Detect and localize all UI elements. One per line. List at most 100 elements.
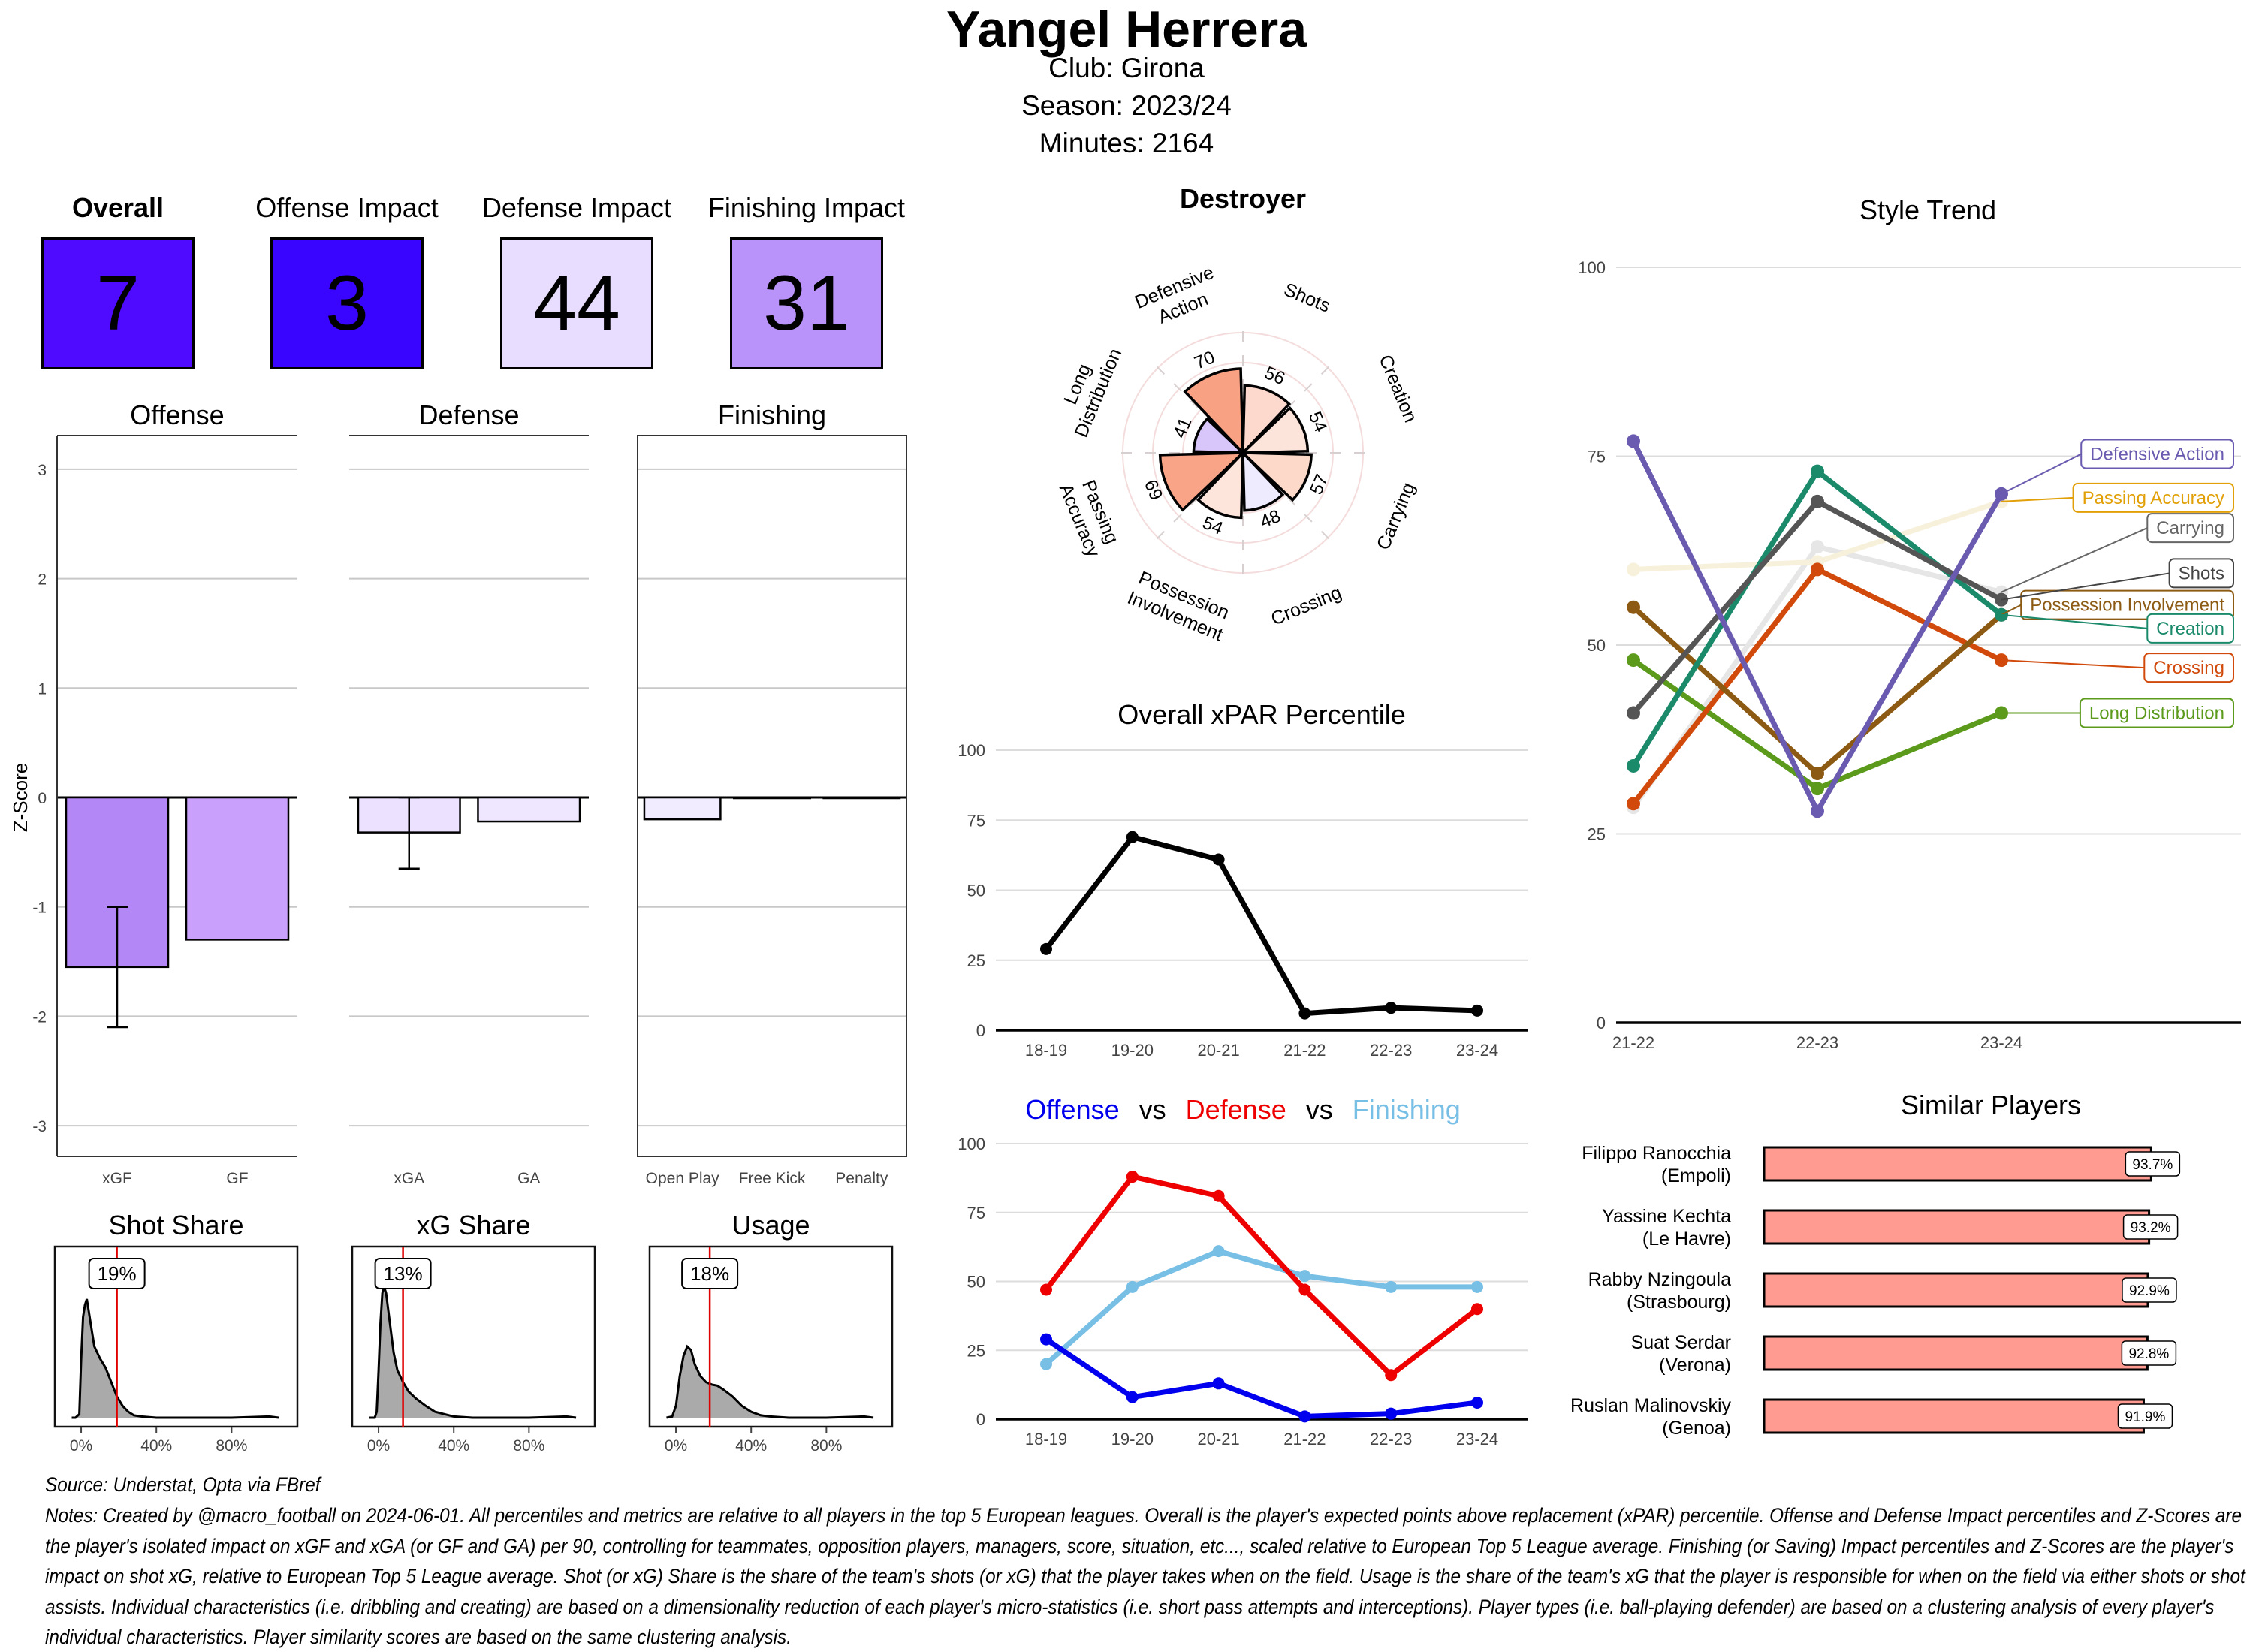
- y-tick-label: 50: [967, 1273, 985, 1292]
- panel-title: Offense: [130, 399, 224, 430]
- value-label-box: [681, 1258, 739, 1289]
- y-tick-label: 100: [958, 1135, 985, 1153]
- data-point: [1298, 1270, 1311, 1283]
- wedge-value-label: 54: [1304, 408, 1331, 435]
- label-connector: [2001, 613, 2148, 629]
- similarity-label-box: [2125, 1151, 2181, 1177]
- wedge-possession-involvement: [1196, 449, 1244, 520]
- series-label: Defensive Action: [2090, 444, 2224, 464]
- data-point: [1627, 653, 1640, 668]
- category-label: Carrying: [1373, 479, 1419, 553]
- wedge-value-label: 70: [1192, 347, 1218, 373]
- title-part: Defense: [1186, 1094, 1286, 1125]
- y-tick-label: 25: [967, 1341, 985, 1360]
- wedge-value-label: 41: [1169, 415, 1196, 441]
- y-tick-label: 75: [967, 1204, 985, 1222]
- data-point: [1627, 562, 1640, 577]
- x-tick-label: 23-24: [1456, 1430, 1498, 1449]
- data-point: [1212, 1245, 1225, 1258]
- x-tick-label: xGA: [394, 1170, 424, 1187]
- data-point: [1811, 767, 1824, 781]
- player-name: Yassine Kechta: [1602, 1206, 1731, 1227]
- wedge-creation: [1239, 406, 1310, 454]
- title-part: vs: [1306, 1094, 1333, 1125]
- spoke-line: [1148, 357, 1233, 443]
- x-tick-label: 80%: [513, 1437, 544, 1455]
- data-point: [1126, 1391, 1139, 1403]
- season-line: Season: 2023/24: [1021, 90, 1232, 121]
- zscore-chart: Z-Score Offense -3 -2 -1 0 1 2 3 xGF GF Defense xGA G…: [9, 399, 907, 1187]
- x-tick-label: 80%: [810, 1437, 842, 1455]
- data-point: [1811, 494, 1824, 508]
- data-point: [1627, 758, 1640, 773]
- data-point: [1212, 853, 1225, 866]
- similarity-label: 93.7%: [2132, 1157, 2173, 1173]
- notes-line: impact on shot xG, relative to European …: [45, 1565, 2245, 1587]
- data-point: [1298, 1283, 1311, 1296]
- data-point: [1627, 600, 1640, 614]
- wedge-long-distribution: [1192, 417, 1247, 454]
- category-label-line: Creation: [1374, 352, 1421, 426]
- notes-line: the player's isolated impact on xGF and …: [45, 1534, 2234, 1557]
- player-club: (Strasbourg): [1627, 1292, 1731, 1313]
- chart-title: Overall xPAR Percentile: [1117, 699, 1405, 730]
- series-line-creation: [1631, 469, 2004, 767]
- similarity-bar: [1763, 1272, 2149, 1308]
- density-panel: Shot Share 19% 0% 40% 80%: [53, 1210, 299, 1455]
- category-label: Shots: [1281, 279, 1334, 316]
- bar-open-play: [643, 796, 722, 821]
- data-point: [1298, 1007, 1311, 1020]
- x-tick-label: 19-20: [1111, 1041, 1154, 1060]
- data-point: [1811, 804, 1824, 818]
- density-area: [369, 1287, 576, 1418]
- zscore-panel-finishing: Finishing Open Play Free Kick Penalty: [637, 399, 907, 1187]
- impact-value-box: 44: [500, 237, 653, 369]
- y-tick-label: 2: [38, 571, 47, 589]
- similarity-bar: [1763, 1398, 2145, 1434]
- x-tick-label: 21-22: [1283, 1041, 1326, 1060]
- data-point: [1040, 942, 1052, 955]
- wedge-passing-accuracy: [1158, 451, 1247, 512]
- x-tick-label: 19-20: [1111, 1430, 1154, 1449]
- similar-player-row: Suat Serdar(Verona) 92.8%: [1631, 1332, 2177, 1376]
- bar-free-kick: [733, 796, 811, 800]
- y-tick-label: 0: [1597, 1014, 1606, 1032]
- title-part: Offense: [1025, 1094, 1119, 1125]
- zscore-panel-offense: Offense -3 -2 -1 0 1 2 3 xGF GF: [32, 399, 297, 1187]
- similar-player-row: Yassine Kechta(Le Havre) 93.2%: [1602, 1206, 2179, 1250]
- player-name: Suat Serdar: [1631, 1332, 1731, 1353]
- density-area: [666, 1346, 873, 1418]
- x-tick-label: Free Kick: [739, 1170, 806, 1187]
- data-point: [1811, 782, 1824, 796]
- data-point: [1126, 831, 1139, 843]
- x-tick-label: 22-23: [1370, 1041, 1412, 1060]
- x-tick-label: 23-24: [1980, 1033, 2022, 1052]
- data-point: [1627, 434, 1640, 448]
- value-label-box: [374, 1258, 432, 1289]
- series-label: Crossing: [2153, 658, 2224, 678]
- player-club: (Genoa): [1662, 1418, 1731, 1439]
- x-tick-label: 40%: [735, 1437, 767, 1455]
- data-point: [1471, 1396, 1483, 1409]
- panel-border: [637, 435, 907, 1157]
- player-club: (Verona): [1659, 1355, 1731, 1376]
- wedge-defensive-action: [1183, 367, 1244, 457]
- chart-title: Similar Players: [1901, 1090, 2081, 1120]
- notes-line: assists. Individual characteristics (i.e…: [45, 1595, 2215, 1618]
- spoke-line: [1253, 357, 1338, 443]
- title-part: Finishing: [1353, 1094, 1461, 1125]
- minutes-line: Minutes: 2164: [1039, 128, 1214, 158]
- data-point: [1385, 1407, 1398, 1420]
- similarity-label: 92.8%: [2128, 1346, 2169, 1362]
- xpar-line-chart: 0 25 50 75 100 18-19 19-20 20-21 21-22 22-23 23-24…: [958, 699, 1528, 1060]
- chart-title: Offense vs Defense vs Finishing: [1025, 1094, 1461, 1125]
- notes-line: Notes: Created by @macro_football on 202…: [45, 1504, 2242, 1527]
- wedge-shots: [1241, 384, 1292, 457]
- panel-title: Shot Share: [108, 1210, 243, 1241]
